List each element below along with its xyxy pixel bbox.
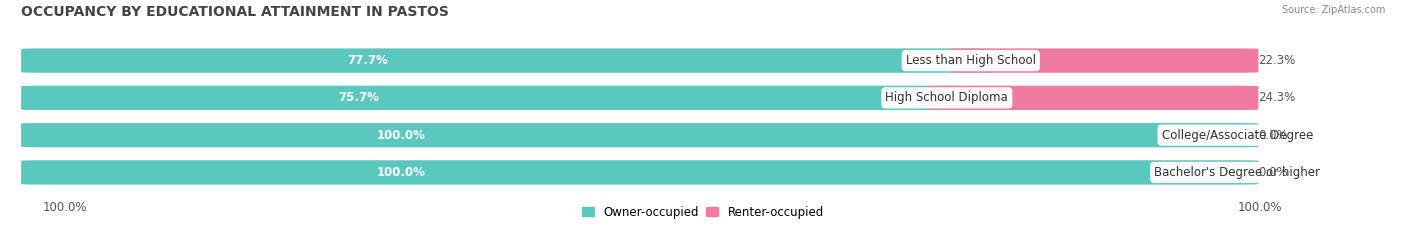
Text: 22.3%: 22.3% [1258,54,1295,67]
Text: Less than High School: Less than High School [905,54,1036,67]
FancyBboxPatch shape [21,123,1258,147]
FancyBboxPatch shape [21,48,991,73]
Text: 100.0%: 100.0% [377,166,425,179]
Text: High School Diploma: High School Diploma [886,91,1008,104]
FancyBboxPatch shape [21,160,1258,185]
Legend: Owner-occupied, Renter-occupied: Owner-occupied, Renter-occupied [578,201,828,223]
Text: 100.0%: 100.0% [377,129,425,142]
Text: College/Associate Degree: College/Associate Degree [1161,129,1313,142]
FancyBboxPatch shape [925,86,1258,110]
Text: Source: ZipAtlas.com: Source: ZipAtlas.com [1281,5,1385,15]
Text: 100.0%: 100.0% [42,201,87,214]
FancyBboxPatch shape [21,86,967,110]
Text: 0.0%: 0.0% [1258,129,1288,142]
Text: 75.7%: 75.7% [339,91,380,104]
Text: 77.7%: 77.7% [347,54,388,67]
Text: 100.0%: 100.0% [1237,201,1282,214]
Text: 24.3%: 24.3% [1258,91,1295,104]
FancyBboxPatch shape [21,123,1258,147]
FancyBboxPatch shape [21,86,1258,110]
Text: Bachelor's Degree or higher: Bachelor's Degree or higher [1154,166,1320,179]
Text: OCCUPANCY BY EDUCATIONAL ATTAINMENT IN PASTOS: OCCUPANCY BY EDUCATIONAL ATTAINMENT IN P… [21,5,449,19]
FancyBboxPatch shape [21,48,1258,73]
FancyBboxPatch shape [21,160,1258,185]
Text: 0.0%: 0.0% [1258,166,1288,179]
FancyBboxPatch shape [949,48,1258,73]
